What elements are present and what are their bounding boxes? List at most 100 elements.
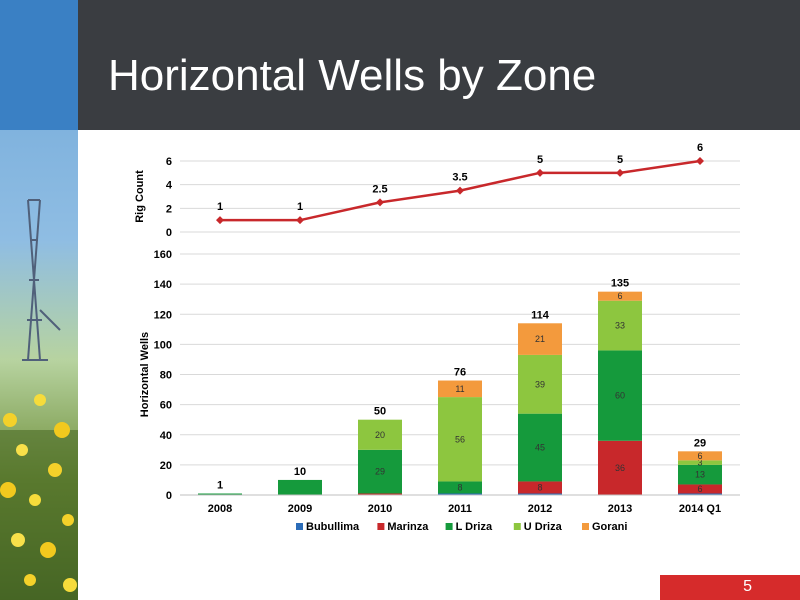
rig-count-data-label: 2.5	[372, 183, 387, 195]
bar-segment	[518, 323, 562, 355]
rig-count-point	[376, 198, 384, 207]
bar-segment-label: 20	[375, 430, 385, 440]
bar-total-label: 10	[294, 466, 306, 478]
rig-count-data-label: 1	[217, 201, 223, 213]
legend-label: Bubullima	[306, 521, 360, 533]
bar-segment	[598, 291, 642, 301]
wells-y-tick-label: 120	[154, 309, 172, 321]
rig-count-point	[696, 157, 704, 165]
bar-segment	[678, 464, 722, 485]
wells-y-tick-label: 40	[160, 430, 172, 442]
x-tick-label: 2011	[448, 503, 472, 515]
legend-swatch	[582, 523, 589, 530]
x-tick-label: 2014 Q1	[679, 503, 721, 515]
bar-segment-label: 60	[615, 391, 625, 401]
yellow-wildflowers-photo	[0, 394, 78, 600]
slide-title: Horizontal Wells by Zone	[108, 51, 597, 100]
bar-segment	[358, 419, 402, 450]
rig-y-tick-label: 2	[166, 203, 172, 215]
bar-total-label: 135	[611, 278, 629, 290]
page-number-badge: 5	[660, 575, 800, 600]
legend-swatch	[296, 523, 303, 530]
x-tick-label: 2012	[528, 503, 552, 515]
bar-total-label: 1	[217, 479, 223, 491]
x-tick-label: 2010	[368, 503, 392, 515]
bar-segment-label: 56	[455, 434, 465, 444]
bar-segment	[198, 493, 242, 495]
bar-segment	[518, 481, 562, 494]
left-blue-block	[0, 0, 78, 130]
bar-segment	[678, 451, 722, 461]
bar-segment-label: 6	[697, 451, 702, 461]
bar-segment-label: 29	[375, 467, 385, 477]
rig-count-data-label: 5	[537, 154, 543, 166]
legend-swatch	[377, 523, 385, 530]
legend-swatch	[445, 523, 453, 530]
oil-rig-photo	[0, 199, 78, 600]
rig-y-tick-label: 4	[166, 180, 173, 192]
bar-segment-label: 8	[457, 482, 462, 492]
bar-segment	[358, 493, 402, 495]
rig-y-tick-label: 0	[166, 227, 172, 239]
x-tick-label: 2013	[608, 503, 632, 515]
bar-segment	[438, 481, 482, 494]
bar-segment-label: 8	[537, 482, 542, 492]
rig-count-point	[296, 216, 304, 225]
rig-y-tick-label: 6	[166, 156, 172, 168]
bar-segment-label: 36	[615, 463, 625, 473]
left-photo-strip	[0, 0, 78, 600]
bar-segment	[518, 493, 562, 495]
bar-segment	[278, 479, 322, 495]
bar-segment	[598, 440, 642, 495]
wells-y-tick-label: 140	[154, 279, 172, 291]
legend-label: Gorani	[592, 521, 627, 533]
bar-segment-label: 11	[455, 384, 464, 394]
bar-segment-label: 39	[535, 379, 545, 389]
bar-segment	[518, 413, 562, 482]
bar-segment	[438, 380, 482, 398]
wells-y-tick-label: 100	[154, 339, 172, 351]
x-tick-label: 2008	[208, 503, 232, 515]
x-tick-label: 2009	[288, 503, 312, 515]
bar-total-label: 29	[694, 437, 706, 449]
bar-segment	[678, 493, 722, 495]
rig-count-data-label: 5	[617, 154, 623, 166]
rig-count-data-label: 1	[297, 201, 303, 213]
wells-y-tick-label: 20	[160, 460, 172, 472]
page-number: 5	[743, 578, 752, 595]
bar-segment-label: 6	[617, 291, 622, 301]
bar-total-label: 114	[531, 309, 550, 321]
bar-segment-label: 21	[535, 334, 545, 344]
header-bar	[78, 0, 800, 130]
bar-segment-label: 13	[695, 470, 705, 480]
wells-y-tick-label: 160	[154, 249, 172, 261]
rig-count-point	[616, 168, 624, 177]
bar-segment-label: 3	[697, 458, 702, 468]
wells-y-tick-label: 0	[166, 490, 172, 502]
bar-segment	[438, 397, 482, 482]
bar-segment	[358, 449, 402, 494]
bar-segment	[678, 484, 722, 494]
rig-count-data-label: 6	[697, 142, 703, 154]
legend-swatch	[513, 523, 521, 530]
rig-y-axis-title: Rig Count	[134, 170, 146, 223]
wells-y-axis-title: Horizontal Wells	[139, 332, 151, 417]
bar-segment	[678, 460, 722, 465]
bar-segment	[438, 493, 482, 495]
legend-label: U Driza	[524, 521, 563, 533]
wells-y-tick-label: 80	[160, 370, 172, 382]
wells-y-tick-label: 60	[160, 400, 172, 412]
bar-segment-label: 45	[535, 443, 545, 453]
rig-count-point	[536, 168, 544, 177]
bar-segment	[598, 350, 642, 441]
bar-segment-label: 33	[615, 321, 625, 331]
bar-segment	[518, 354, 562, 414]
bar-segment	[598, 300, 642, 351]
rig-count-data-label: 3.5	[452, 172, 467, 184]
bar-total-label: 50	[374, 406, 386, 418]
rig-count-point	[216, 216, 224, 225]
bar-segment-label: 6	[697, 484, 702, 494]
legend-label: Marinza	[387, 521, 429, 533]
rig-count-point	[456, 186, 464, 195]
